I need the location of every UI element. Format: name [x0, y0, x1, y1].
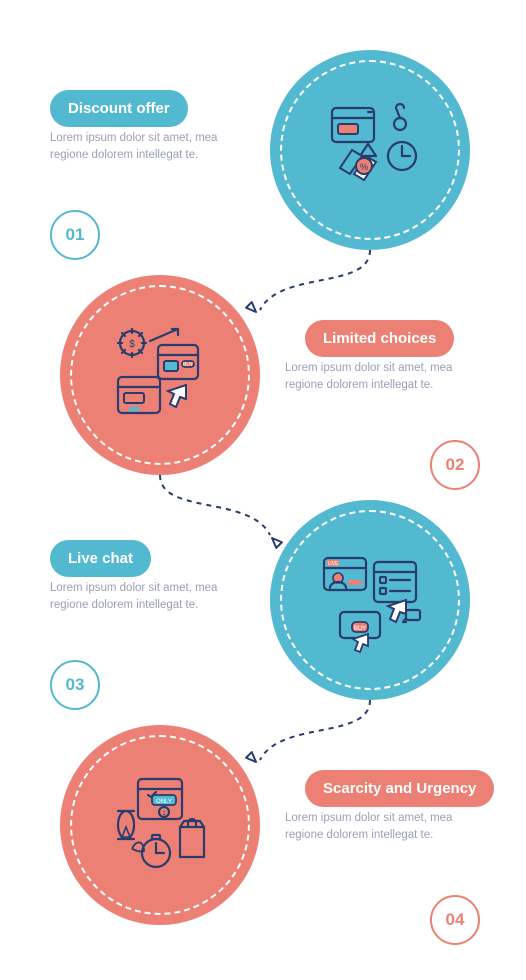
step-01-description: Lorem ipsum dolor sit amet, mea regione …	[50, 130, 250, 163]
step-02-number-badge: 02	[430, 440, 480, 490]
step-04-number-badge: 04	[430, 895, 480, 945]
step-04-title-pill: Scarcity and Urgency	[305, 770, 494, 807]
step-04-description: Lorem ipsum dolor sit amet, mea regione …	[285, 810, 485, 843]
step-03-circle: LIVE BUY	[270, 500, 470, 700]
svg-text:BUY: BUY	[183, 362, 194, 368]
step-03-icon: LIVE BUY	[298, 528, 442, 672]
step-03-description: Lorem ipsum dolor sit amet, mea regione …	[50, 580, 250, 613]
step-01-circle: %	[270, 50, 470, 250]
step-02-title-pill: Limited choices	[305, 320, 454, 357]
step-02-description: Lorem ipsum dolor sit amet, mea regione …	[285, 360, 485, 393]
step-01-icon: %	[298, 78, 442, 222]
step-04-icon: ONLY 1	[88, 753, 232, 897]
svg-text:$: $	[129, 339, 135, 350]
svg-text:BUY: BUY	[354, 626, 366, 632]
svg-text:%: %	[360, 162, 368, 172]
step-01-number-badge: 01	[50, 210, 100, 260]
step-04-circle: ONLY 1	[60, 725, 260, 925]
step-02-circle: $ BUY	[60, 275, 260, 475]
step-02-icon: $ BUY	[88, 303, 232, 447]
step-01-title-pill: Discount offer	[50, 90, 188, 127]
svg-text:ONLY: ONLY	[156, 799, 172, 805]
step-03-number-badge: 03	[50, 660, 100, 710]
step-03-title-pill: Live chat	[50, 540, 151, 577]
svg-text:LIVE: LIVE	[328, 561, 340, 567]
